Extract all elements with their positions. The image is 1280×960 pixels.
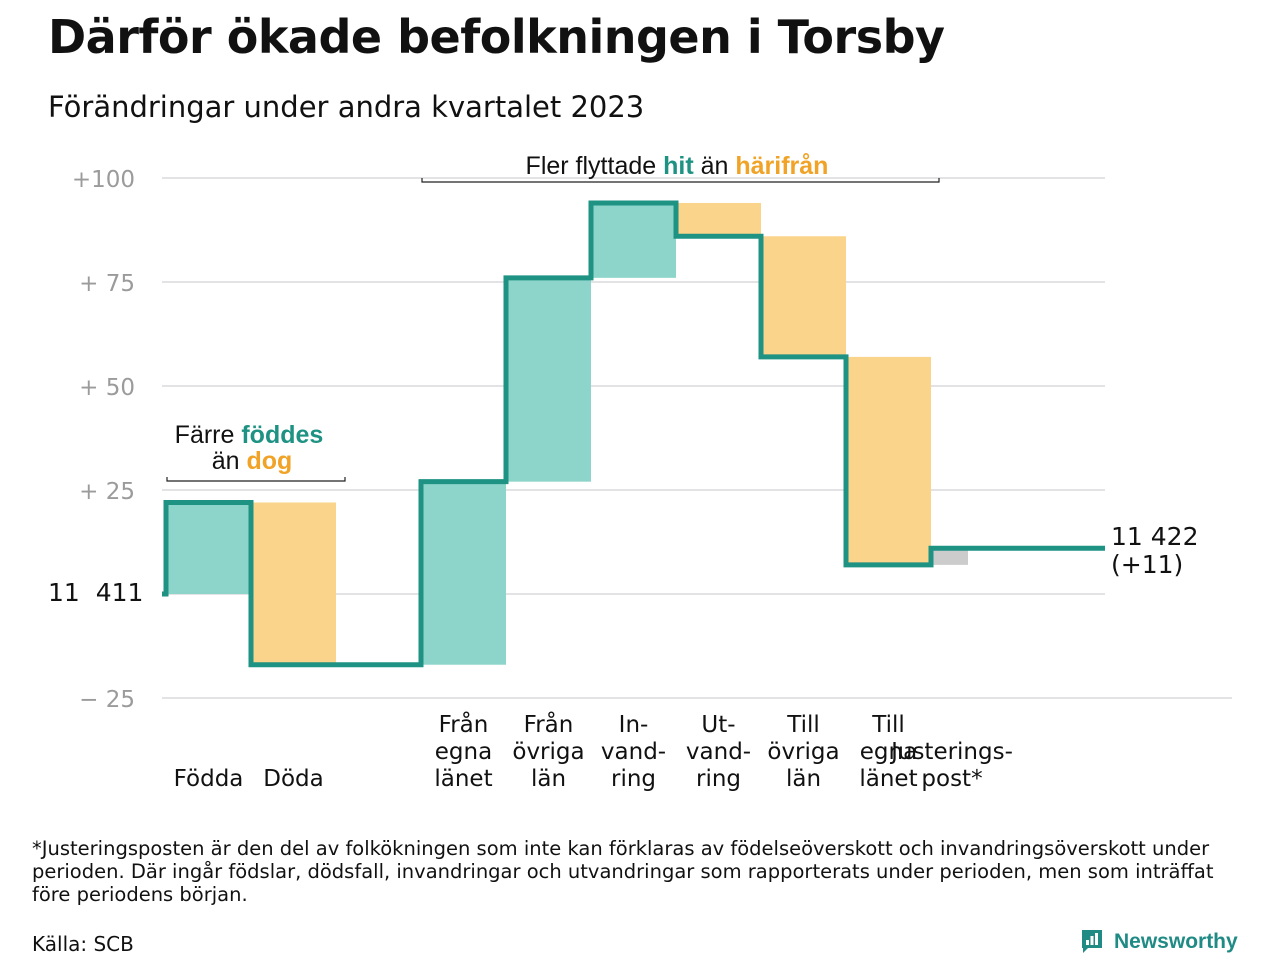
deaths-annotation-text: än xyxy=(212,447,247,475)
bar-immigration xyxy=(591,202,676,278)
newsworthy-logo-text: Newsworthy xyxy=(1114,930,1238,953)
y-tick-label: − 25 xyxy=(79,687,135,713)
bar-births xyxy=(166,502,251,594)
births-annotation-highlight: föddes xyxy=(241,421,323,449)
y-axis-ticks: +100 + 75 + 50 + 25 − 25 xyxy=(72,167,135,713)
population-step-line xyxy=(162,200,1105,668)
births-annotation-text: Färre xyxy=(175,421,242,449)
y-tick-label: +100 xyxy=(72,167,135,193)
bar-from-other-counties xyxy=(506,277,591,482)
category-label-to-own-county: egna xyxy=(860,739,917,765)
y-tick-label: + 25 xyxy=(79,479,135,505)
y-tick-label: + 50 xyxy=(79,375,135,401)
category-label-immigration: vand- xyxy=(601,739,666,765)
bar-from-own-county xyxy=(421,481,506,665)
newsworthy-logo-icon xyxy=(1082,930,1102,953)
migration-annotation-bracket xyxy=(421,178,940,183)
births-annotation: Färre föddes än dog xyxy=(166,421,346,482)
migration-annotation: Fler flyttade hit än härifrån xyxy=(421,152,940,183)
category-label-from-other-counties: övriga xyxy=(512,739,584,765)
migration-annotation-hit: hit xyxy=(663,152,694,180)
start-value-label: 11 411 xyxy=(48,578,143,607)
migration-annotation-text: Fler flyttade xyxy=(526,152,664,180)
category-labels: Födda DödaFrånegnalänetFrånövrigalänIn-va… xyxy=(174,710,1013,792)
bar-adjustment xyxy=(932,548,968,565)
bar-to-own-county xyxy=(846,356,931,565)
category-label-to-other-counties: Till xyxy=(786,712,820,738)
category-label-to-own-county: Till xyxy=(871,712,905,738)
category-label-immigration: In- xyxy=(619,712,649,738)
category-label-from-own-county: Från xyxy=(439,710,489,738)
svg-text:än dog: än dog xyxy=(212,447,293,475)
chart-title: Därför ökade befolkningen i Torsby xyxy=(48,10,945,64)
newsworthy-logo: Newsworthy xyxy=(1080,928,1238,956)
end-change-label: (+11) xyxy=(1111,550,1183,579)
svg-text:Färre föddes: Färre föddes xyxy=(175,421,324,449)
end-value-label: 11 422 xyxy=(1111,522,1198,551)
category-label-from-own-county: länet xyxy=(434,766,492,792)
category-label-adjustment: Justerings- xyxy=(889,739,1013,765)
source-label: Källa: SCB xyxy=(32,932,134,956)
bar-emigration xyxy=(676,202,761,237)
y-tick-label: + 75 xyxy=(79,271,135,297)
category-label-from-other-counties: Från xyxy=(524,710,574,738)
category-label-to-own-county: länet xyxy=(859,766,917,792)
category-label-to-other-counties: övriga xyxy=(767,739,839,765)
category-label-from-other-counties: län xyxy=(531,766,566,792)
category-label-from-own-county: egna xyxy=(435,739,492,765)
migration-annotation-mid: än xyxy=(694,152,736,180)
chart-subtitle: Förändringar under andra kvartalet 2023 xyxy=(48,90,645,124)
bars xyxy=(166,202,968,665)
category-label-immigration: ring xyxy=(611,766,656,792)
bar-to-other-counties xyxy=(761,236,846,357)
category-label-adjustment: post* xyxy=(921,766,982,792)
deaths-annotation-highlight: dog xyxy=(246,447,292,475)
category-label-to-other-counties: län xyxy=(786,766,821,792)
category-label-emigration: ring xyxy=(696,766,741,792)
svg-text:Fler flyttade hit än härifrån: Fler flyttade hit än härifrån xyxy=(526,152,829,180)
migration-annotation-harifran: härifrån xyxy=(735,152,828,180)
category-label-emigration: vand- xyxy=(686,739,751,765)
births-annotation-bracket xyxy=(166,477,346,482)
footnote: *Justeringsposten är den del av folkökni… xyxy=(32,837,1214,906)
bar-deaths xyxy=(251,502,336,665)
category-label-emigration: Ut- xyxy=(701,712,735,738)
category-label-births: Födda xyxy=(174,766,244,792)
category-label-deaths: Döda xyxy=(263,766,323,792)
